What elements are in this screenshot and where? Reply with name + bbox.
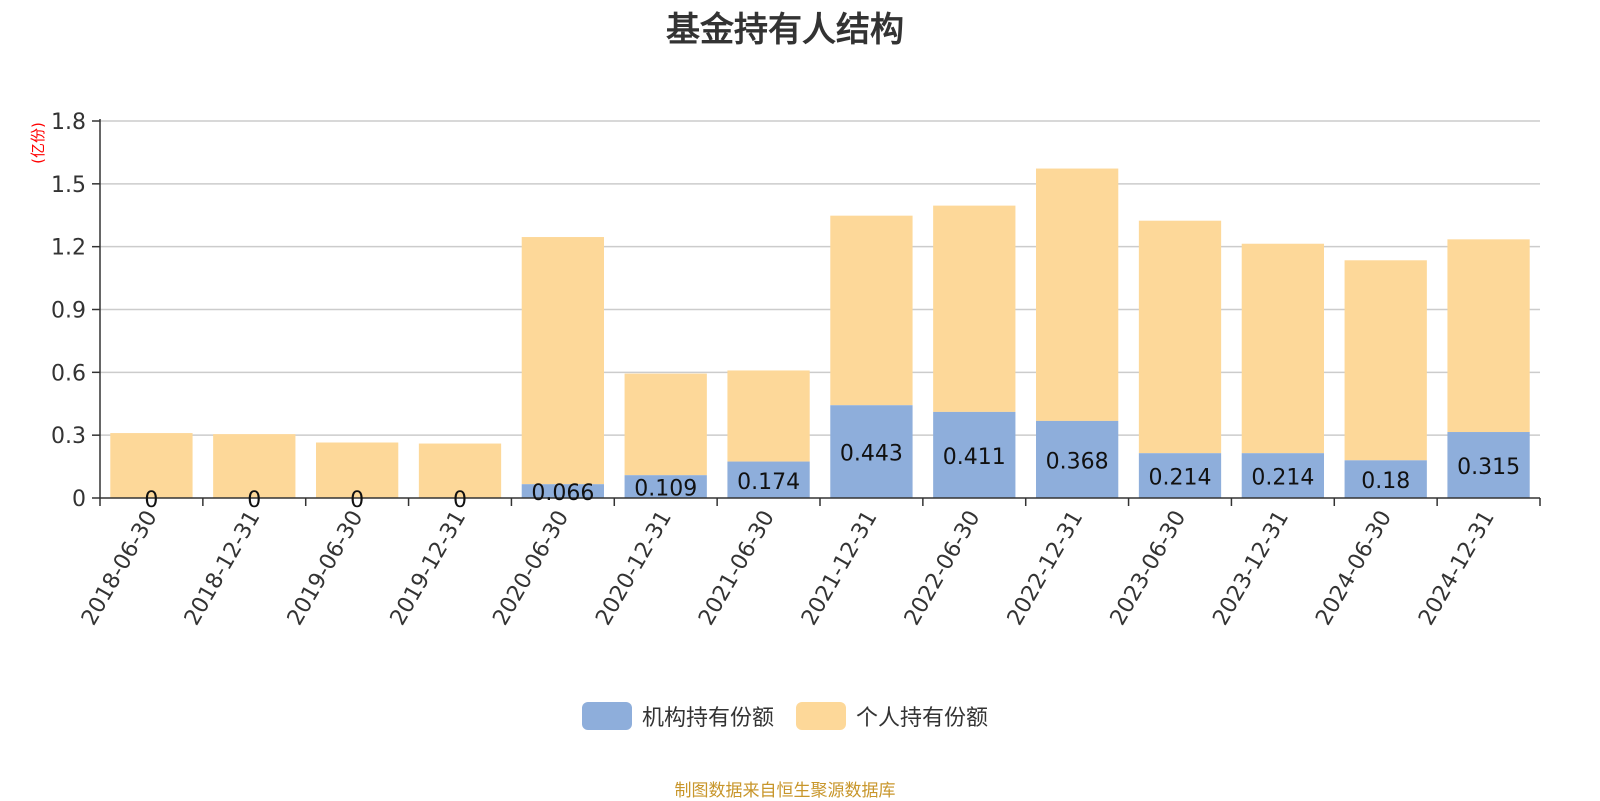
bar-individual bbox=[1138, 220, 1222, 454]
bar-individual bbox=[418, 443, 502, 498]
bar-individual bbox=[830, 215, 913, 406]
y-tick-label: 0.6 bbox=[51, 361, 86, 386]
x-tick-label: 2019-06-30 bbox=[283, 507, 369, 630]
y-tick-label: 0 bbox=[72, 487, 86, 512]
y-tick-label: 1.8 bbox=[51, 110, 86, 135]
chart-title: 基金持有人结构 bbox=[666, 10, 904, 50]
x-tick-label: 2023-12-31 bbox=[1208, 507, 1294, 630]
bar-individual bbox=[1447, 239, 1530, 433]
y-axis-unit-label: (亿份) bbox=[29, 122, 47, 164]
bar-institutional bbox=[933, 411, 1016, 498]
y-tick-label: 1.5 bbox=[51, 173, 86, 198]
bar-individual bbox=[110, 433, 193, 498]
bar-institutional bbox=[521, 484, 604, 498]
bar-institutional bbox=[727, 461, 810, 498]
data-label-institutional: 0 bbox=[453, 488, 467, 513]
x-tick-label: 2023-06-30 bbox=[1106, 507, 1192, 630]
bar-institutional bbox=[1241, 453, 1324, 498]
x-tick-label: 2019-12-31 bbox=[386, 507, 472, 630]
legend-label-institutional: 机构持有份额 bbox=[641, 706, 774, 731]
grid-lines bbox=[100, 120, 1540, 436]
legend-swatch-institutional bbox=[581, 702, 632, 730]
x-tick-label: 2018-12-31 bbox=[180, 507, 266, 630]
bar-institutional bbox=[624, 475, 707, 498]
x-tick-label: 2024-12-31 bbox=[1414, 507, 1500, 630]
y-tick-label: 0.3 bbox=[51, 424, 86, 449]
bar-individual bbox=[213, 434, 296, 498]
data-label-institutional: 0.18 bbox=[1361, 469, 1410, 494]
data-label-institutional: 0.109 bbox=[634, 477, 697, 502]
data-label-institutional: 0.368 bbox=[1046, 449, 1109, 474]
data-label-institutional: 0 bbox=[247, 488, 261, 513]
data-label-institutional: 0.214 bbox=[1149, 466, 1212, 491]
x-tick-label: 2022-12-31 bbox=[1003, 507, 1089, 630]
data-label-institutional: 0 bbox=[350, 488, 364, 513]
source-note: 制图数据来自恒生聚源数据库 bbox=[674, 781, 896, 801]
data-label-institutional: 0.214 bbox=[1251, 466, 1314, 491]
data-label-institutional: 0.443 bbox=[840, 442, 903, 467]
data-label-institutional: 0 bbox=[144, 488, 158, 513]
bar-institutional bbox=[1138, 453, 1222, 498]
x-tick-label: 2021-12-31 bbox=[797, 507, 883, 630]
x-tick-label: 2020-06-30 bbox=[488, 507, 574, 630]
data-label-institutional: 0.066 bbox=[531, 481, 594, 506]
data-label-institutional: 0.315 bbox=[1457, 455, 1520, 480]
bar-individual bbox=[316, 442, 399, 498]
legend-swatch-individual bbox=[796, 702, 846, 730]
x-tick-label: 2022-06-30 bbox=[900, 507, 986, 630]
bar-individual bbox=[933, 205, 1016, 412]
bars bbox=[110, 168, 1530, 498]
x-tick-label: 2024-06-30 bbox=[1311, 507, 1397, 630]
x-tick-label: 2020-12-31 bbox=[591, 507, 677, 630]
y-tick-label: 1.2 bbox=[51, 236, 86, 261]
x-tick-label: 2018-06-30 bbox=[77, 507, 163, 630]
bar-institutional bbox=[1344, 460, 1427, 498]
y-tick-label: 0.9 bbox=[51, 299, 86, 324]
bar-individual bbox=[727, 370, 810, 462]
data-label-institutional: 0.174 bbox=[737, 470, 800, 495]
bar-institutional bbox=[830, 405, 913, 498]
bar-individual bbox=[521, 237, 604, 485]
legend: 机构持有份额 个人持有份额 bbox=[0, 700, 1570, 732]
bar-institutional bbox=[1447, 432, 1530, 498]
bar-individual bbox=[624, 373, 707, 476]
bar-institutional bbox=[1036, 420, 1119, 498]
legend-item-individual[interactable]: 个人持有份额 bbox=[796, 700, 988, 732]
data-labels: 0 0 0 0 0.066 0.109 0.174 0.443 0.411 0.368 0.214 0… bbox=[144, 442, 1520, 513]
legend-label-individual: 个人持有份额 bbox=[856, 706, 989, 731]
data-label-institutional: 0.411 bbox=[943, 445, 1006, 470]
bar-individual bbox=[1241, 243, 1324, 454]
legend-item-institutional[interactable]: 机构持有份额 bbox=[581, 700, 774, 732]
bar-individual bbox=[1036, 168, 1119, 421]
bar-individual bbox=[1344, 260, 1427, 461]
x-tick-label: 2021-06-30 bbox=[694, 507, 780, 630]
